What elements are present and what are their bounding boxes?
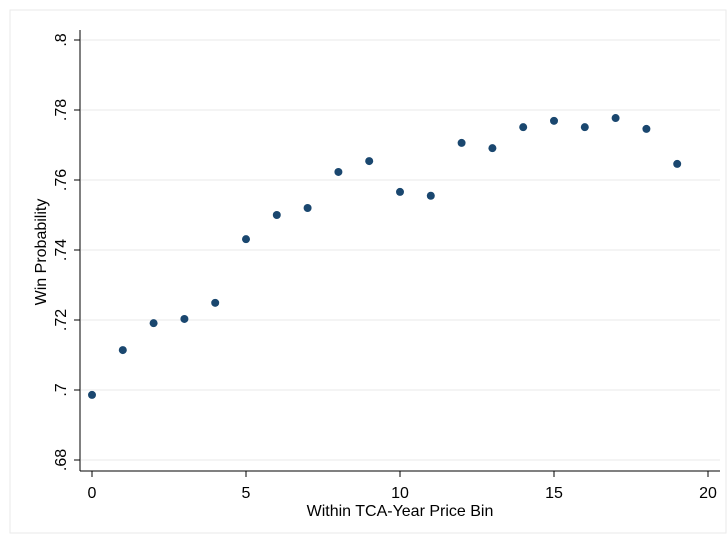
y-tick-label: .74 xyxy=(53,239,70,261)
point xyxy=(580,123,589,132)
point xyxy=(457,138,466,147)
x-tick-label: 5 xyxy=(242,485,251,502)
point xyxy=(550,116,558,125)
point xyxy=(488,144,497,153)
point xyxy=(426,191,435,200)
point xyxy=(272,211,281,219)
point xyxy=(88,390,96,399)
y-tick-label: .76 xyxy=(53,169,70,191)
point xyxy=(303,204,312,212)
point xyxy=(642,124,651,133)
frame xyxy=(9,9,727,534)
point xyxy=(365,157,374,166)
point xyxy=(242,235,250,244)
point xyxy=(334,167,343,176)
point xyxy=(519,123,528,132)
x-tick-label: 20 xyxy=(699,485,717,502)
point xyxy=(211,298,220,307)
point xyxy=(673,159,682,168)
point xyxy=(611,114,620,123)
y-tick-label: .8 xyxy=(53,33,70,46)
y-tick-label: .7 xyxy=(53,383,70,396)
y-tick-label: .68 xyxy=(53,449,70,471)
x-axis-label: Within TCA-Year Price Bin xyxy=(307,503,494,520)
point xyxy=(396,187,404,196)
y-axis-label: Win Probability xyxy=(33,199,50,306)
point xyxy=(180,314,189,323)
x-tick-label: 15 xyxy=(545,485,563,502)
y-tick-label: .78 xyxy=(53,99,70,121)
y-tick-label: .72 xyxy=(53,309,70,331)
point xyxy=(149,319,158,328)
x-tick-label: 10 xyxy=(391,485,409,502)
point xyxy=(118,346,127,355)
x-tick-label: 0 xyxy=(88,485,97,502)
